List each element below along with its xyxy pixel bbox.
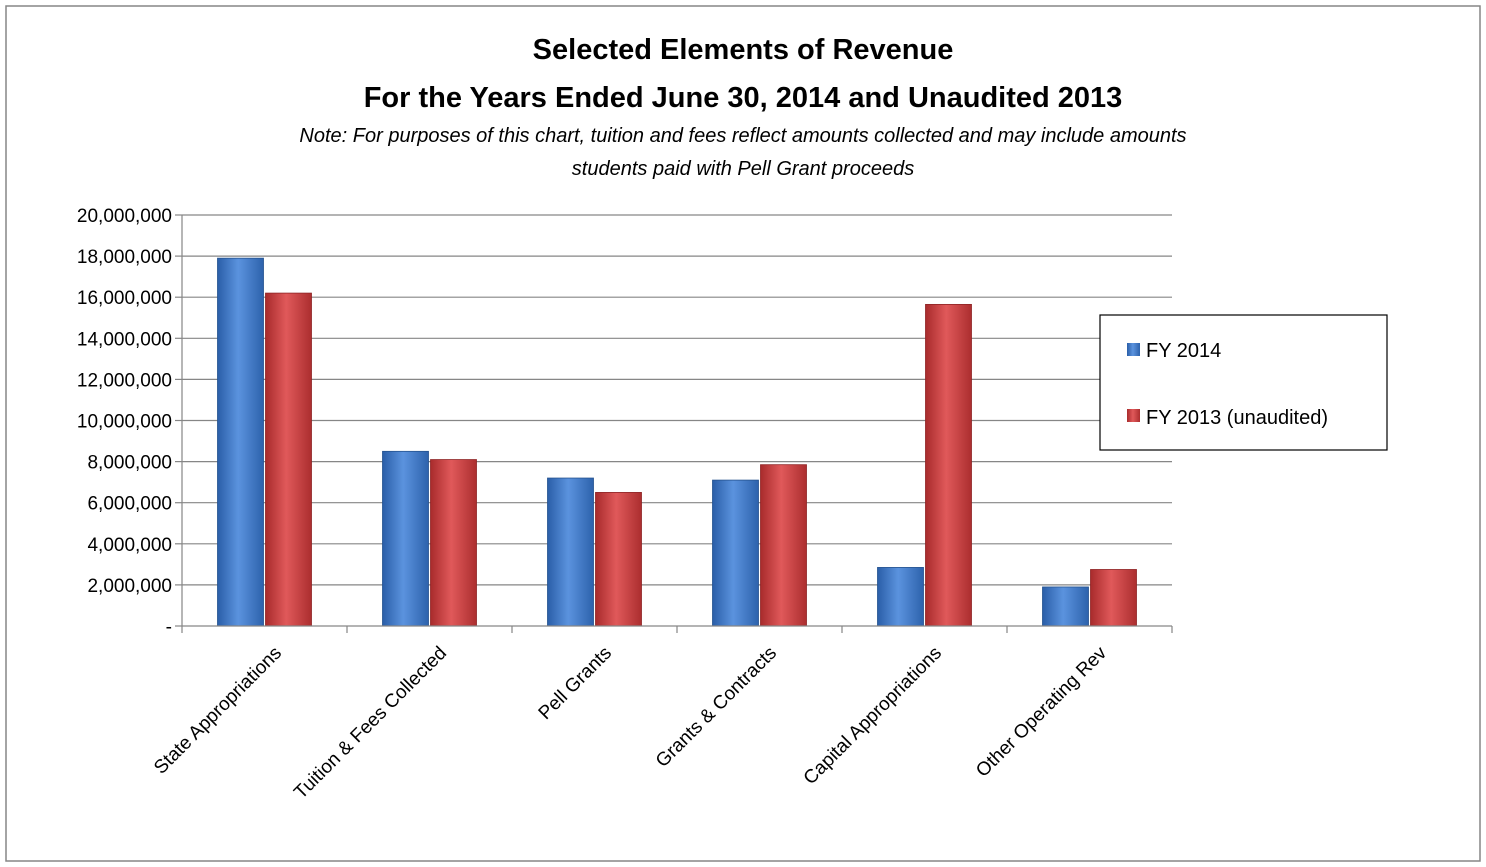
y-tick-label: 6,000,000 xyxy=(87,494,172,515)
legend: FY 2014 FY 2013 (unaudited) xyxy=(1099,314,1388,451)
bar-fy-2014-4 xyxy=(877,567,924,627)
y-tick-label: 2,000,000 xyxy=(87,576,172,597)
y-tick-label: 14,000,000 xyxy=(77,329,172,350)
legend-box xyxy=(1099,314,1388,451)
chart-title-line-2: For the Years Ended June 30, 2014 and Un… xyxy=(364,82,1123,114)
gridlines xyxy=(182,214,1172,586)
chart-note-line-1: Note: For purposes of this chart, tuitio… xyxy=(299,125,1186,147)
bar-fy-2013-unaudited-4 xyxy=(925,303,972,627)
chart-note-line-2: students paid with Pell Grant proceeds xyxy=(572,158,914,180)
legend-swatch-fy-2013 xyxy=(1127,409,1140,422)
y-tick-label: 18,000,000 xyxy=(77,247,172,268)
legend-label-fy-2013: FY 2013 (unaudited) xyxy=(1146,407,1328,429)
bars xyxy=(217,257,1137,627)
y-tick-label: 12,000,000 xyxy=(77,370,172,391)
y-tick-label: 4,000,000 xyxy=(87,535,172,556)
bar-fy-2014-2 xyxy=(547,477,594,627)
legend-label-fy-2014: FY 2014 xyxy=(1146,340,1221,362)
axes xyxy=(175,214,1173,633)
bar-fy-2014-3 xyxy=(712,479,759,627)
legend-swatch-fy-2014 xyxy=(1127,343,1140,356)
y-tick-label: 8,000,000 xyxy=(87,453,172,474)
bar-fy-2014-1 xyxy=(382,450,429,627)
chart-title: Selected Elements of Revenue For the Yea… xyxy=(364,34,1123,114)
bar-fy-2013-unaudited-2 xyxy=(595,492,642,627)
bar-fy-2013-unaudited-1 xyxy=(430,459,477,627)
y-axis-tick-labels: - 2,000,000 4,000,000 6,000,000 8,000,000 10,… xyxy=(77,206,172,638)
bar-fy-2013-unaudited-3 xyxy=(760,464,807,627)
y-tick-label: - xyxy=(166,617,172,638)
bar-fy-2014-5 xyxy=(1042,586,1089,627)
y-tick-label: 20,000,000 xyxy=(77,206,172,227)
bar-fy-2014-0 xyxy=(217,257,264,627)
chart-note: Note: For purposes of this chart, tuitio… xyxy=(299,125,1186,180)
chart-title-line-1: Selected Elements of Revenue xyxy=(533,34,954,66)
y-tick-label: 10,000,000 xyxy=(77,412,172,433)
y-tick-label: 16,000,000 xyxy=(77,288,172,309)
bar-fy-2013-unaudited-0 xyxy=(265,292,312,627)
bar-fy-2013-unaudited-5 xyxy=(1090,569,1137,627)
